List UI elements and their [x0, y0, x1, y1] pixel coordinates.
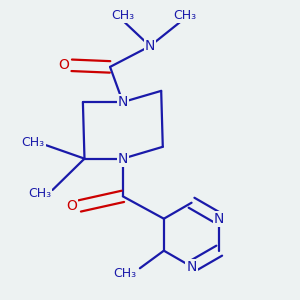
- Text: CH₃: CH₃: [21, 136, 44, 148]
- Text: O: O: [58, 58, 69, 72]
- Text: N: N: [118, 152, 128, 166]
- Text: CH₃: CH₃: [174, 9, 197, 22]
- Text: O: O: [66, 199, 77, 213]
- Text: N: N: [186, 260, 197, 274]
- Text: CH₃: CH₃: [28, 187, 51, 200]
- Text: CH₃: CH₃: [114, 266, 137, 280]
- Text: N: N: [145, 39, 155, 53]
- Text: N: N: [214, 212, 224, 226]
- Text: N: N: [118, 95, 128, 109]
- Text: CH₃: CH₃: [111, 9, 134, 22]
